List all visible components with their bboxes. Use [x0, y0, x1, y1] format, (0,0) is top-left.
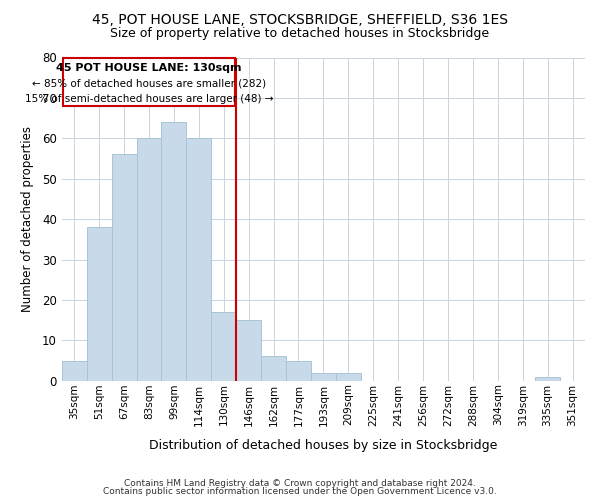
Bar: [112, 154, 137, 380]
Text: 15% of semi-detached houses are larger (48) →: 15% of semi-detached houses are larger (…: [25, 94, 273, 104]
Text: 45, POT HOUSE LANE, STOCKSBRIDGE, SHEFFIELD, S36 1ES: 45, POT HOUSE LANE, STOCKSBRIDGE, SHEFFI…: [92, 12, 508, 26]
Bar: [62, 360, 86, 380]
Text: Contains public sector information licensed under the Open Government Licence v3: Contains public sector information licen…: [103, 487, 497, 496]
Text: 45 POT HOUSE LANE: 130sqm: 45 POT HOUSE LANE: 130sqm: [56, 63, 242, 73]
Bar: [261, 356, 286, 380]
Text: ← 85% of detached houses are smaller (282): ← 85% of detached houses are smaller (28…: [32, 78, 266, 88]
Bar: [161, 122, 187, 380]
Text: Contains HM Land Registry data © Crown copyright and database right 2024.: Contains HM Land Registry data © Crown c…: [124, 478, 476, 488]
Y-axis label: Number of detached properties: Number of detached properties: [20, 126, 34, 312]
Bar: [535, 376, 560, 380]
Bar: [211, 312, 236, 380]
Bar: [137, 138, 161, 380]
Bar: [86, 227, 112, 380]
Bar: [336, 372, 361, 380]
Bar: [236, 320, 261, 380]
X-axis label: Distribution of detached houses by size in Stocksbridge: Distribution of detached houses by size …: [149, 440, 497, 452]
Text: Size of property relative to detached houses in Stocksbridge: Size of property relative to detached ho…: [110, 28, 490, 40]
FancyBboxPatch shape: [63, 58, 235, 106]
Bar: [187, 138, 211, 380]
Bar: [311, 372, 336, 380]
Bar: [286, 360, 311, 380]
